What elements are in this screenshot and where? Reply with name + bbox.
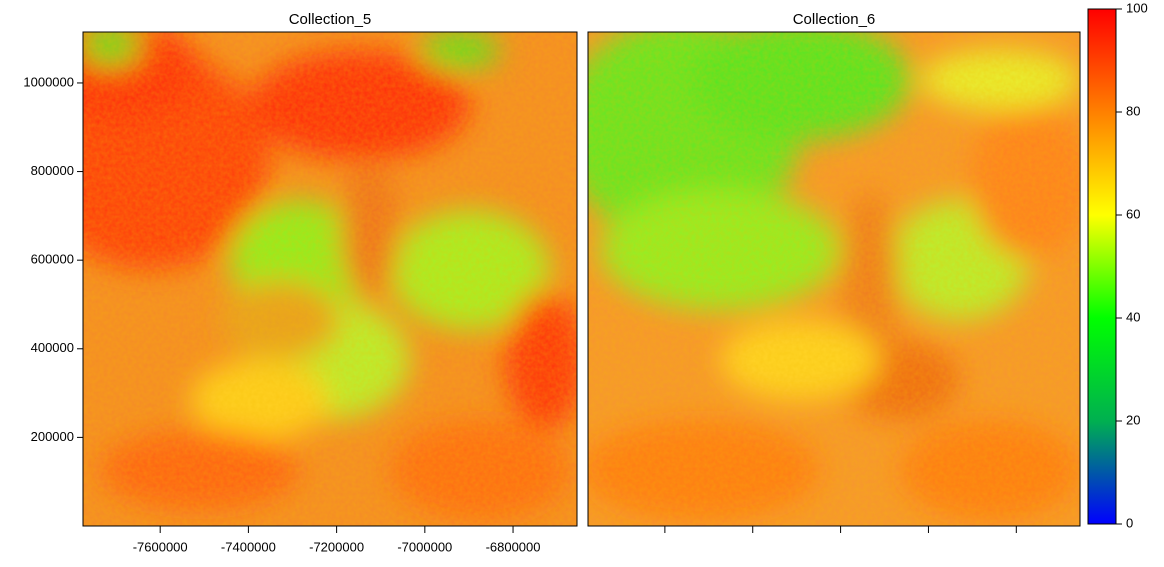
raster-texture [83,32,577,526]
x-tick-label: -7400000 [221,539,276,554]
y-tick-label: 1000000 [23,74,74,89]
y-tick-label: 400000 [31,340,74,355]
x-tick-label: -7600000 [133,539,188,554]
panel-title: Collection_5 [289,11,372,28]
colorbar-tick-label: 80 [1126,103,1140,118]
raster-texture [588,32,1080,526]
colorbar-tick-label: 40 [1126,309,1140,324]
x-tick-label: -7200000 [309,539,364,554]
map-figure: Collection_5 -7600000 -7400000 -7200000 -700… [0,0,1164,562]
colorbar [1088,9,1116,524]
x-tick-label: -7000000 [397,539,452,554]
colorbar-tick-label: 20 [1126,412,1140,427]
colorbar-tick-label: 60 [1126,206,1140,221]
colorbar-tick-label: 0 [1126,515,1133,530]
raster-panel [560,20,1090,526]
y-tick-label: 600000 [31,252,74,267]
x-tick-label: -6800000 [486,539,541,554]
panel-title: Collection_6 [793,11,876,28]
y-tick-label: 800000 [31,163,74,178]
raster-panel [30,20,585,526]
y-tick-label: 200000 [31,429,74,444]
colorbar-tick-label: 100 [1126,0,1148,15]
